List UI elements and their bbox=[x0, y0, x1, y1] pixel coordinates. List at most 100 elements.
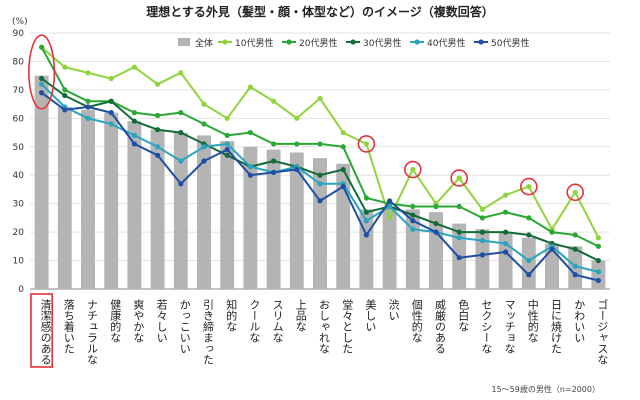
data-point bbox=[503, 249, 509, 255]
data-point bbox=[572, 272, 578, 278]
category-label: 落ち着いた bbox=[62, 299, 75, 354]
data-point bbox=[595, 269, 602, 275]
legend-swatch-dot bbox=[222, 39, 228, 45]
data-point bbox=[595, 243, 602, 249]
data-point bbox=[131, 64, 137, 70]
y-tick-label: 30 bbox=[13, 200, 25, 210]
data-point bbox=[108, 98, 114, 104]
bar bbox=[475, 229, 490, 289]
chart-title: 理想とする外見（髪型・顔・体型など）のイメージ（複数回答） bbox=[146, 4, 493, 19]
data-point bbox=[410, 166, 416, 173]
data-point bbox=[155, 112, 161, 119]
bar bbox=[382, 206, 397, 289]
data-point bbox=[456, 175, 462, 181]
category-label: かっこいい bbox=[178, 299, 191, 354]
legend-swatch-dot bbox=[478, 39, 484, 45]
data-point bbox=[317, 141, 323, 147]
highlight-circle bbox=[450, 169, 469, 187]
y-tick-label: 50 bbox=[13, 143, 25, 153]
category-label: クールな bbox=[248, 299, 261, 343]
data-point bbox=[201, 158, 207, 164]
data-point bbox=[224, 152, 230, 158]
data-point bbox=[178, 181, 184, 187]
bar bbox=[545, 243, 559, 289]
y-axis-unit-label: (%) bbox=[12, 17, 28, 27]
category-label: 引き締まった bbox=[202, 298, 215, 365]
data-point bbox=[178, 70, 184, 76]
data-point bbox=[224, 132, 230, 138]
data-point bbox=[271, 98, 277, 104]
data-point bbox=[479, 206, 485, 212]
category-label: 色白な bbox=[457, 298, 470, 332]
data-point bbox=[340, 184, 346, 190]
legend-label: 20代男性 bbox=[299, 37, 337, 49]
y-tick-label: 60 bbox=[13, 114, 25, 124]
highlight-circle bbox=[519, 177, 538, 196]
data-point bbox=[247, 129, 253, 136]
y-axis-ticks: 0 10 20 30 40 50 60 70 80 90 bbox=[13, 29, 25, 295]
data-point bbox=[479, 252, 485, 258]
data-point bbox=[363, 218, 369, 224]
data-point bbox=[526, 184, 532, 190]
data-point bbox=[433, 229, 439, 235]
y-tick-label: 20 bbox=[13, 228, 25, 238]
bar bbox=[313, 158, 327, 289]
legend: 全体 10代男性 20代男性 30代男性 40代男性 50代男性 bbox=[178, 37, 529, 49]
data-point bbox=[363, 209, 369, 215]
bar bbox=[104, 112, 119, 290]
data-point bbox=[224, 141, 230, 147]
data-point bbox=[595, 235, 602, 241]
category-label: 日に焼けた bbox=[550, 299, 563, 354]
legend-swatch-dot bbox=[350, 39, 356, 45]
category-label: 爽やかな bbox=[132, 299, 145, 343]
category-label: 渋い bbox=[387, 299, 400, 321]
highlight-circle bbox=[357, 135, 376, 153]
category-label: スリムな bbox=[271, 299, 284, 343]
data-point bbox=[155, 127, 161, 133]
data-point bbox=[572, 246, 578, 252]
data-point bbox=[479, 238, 485, 244]
data-point bbox=[39, 44, 45, 50]
data-point bbox=[155, 81, 161, 87]
data-point bbox=[526, 272, 532, 278]
data-point bbox=[479, 229, 485, 235]
category-label: マッチョな bbox=[503, 299, 516, 354]
data-point bbox=[247, 172, 253, 178]
data-point bbox=[317, 172, 323, 178]
data-point bbox=[387, 215, 393, 221]
sample-note: 15～59歳の男性（n=2000） bbox=[492, 384, 601, 394]
data-point bbox=[85, 98, 91, 104]
data-point bbox=[526, 257, 532, 264]
data-point bbox=[62, 92, 68, 99]
data-point bbox=[340, 129, 346, 136]
category-label: おしゃれな bbox=[318, 299, 331, 354]
bar bbox=[57, 106, 72, 289]
data-point bbox=[224, 147, 230, 153]
data-point bbox=[340, 166, 346, 173]
y-tick-label: 10 bbox=[13, 257, 25, 267]
data-point bbox=[503, 240, 509, 247]
data-point bbox=[410, 218, 416, 224]
bar bbox=[521, 237, 536, 289]
y-tick-label: 40 bbox=[13, 171, 25, 181]
data-point bbox=[62, 64, 68, 70]
data-point bbox=[526, 215, 532, 221]
data-point bbox=[178, 110, 184, 116]
data-point bbox=[294, 166, 300, 173]
highlight-label-box bbox=[30, 293, 54, 368]
highlight-circle bbox=[403, 160, 422, 179]
category-label: ゴージャスな bbox=[596, 298, 609, 365]
data-point bbox=[108, 75, 114, 82]
category-label: ナチュラルな bbox=[86, 299, 99, 365]
data-point bbox=[131, 110, 137, 116]
legend-swatch-bar bbox=[178, 38, 190, 46]
data-point bbox=[131, 141, 137, 147]
data-point bbox=[62, 87, 68, 93]
category-label: 威厳のある bbox=[434, 299, 447, 354]
legend-label: 50代男性 bbox=[491, 37, 529, 49]
bar bbox=[243, 146, 258, 289]
data-point bbox=[363, 141, 369, 147]
category-label: 健康的な bbox=[109, 299, 122, 343]
data-point bbox=[131, 132, 137, 138]
